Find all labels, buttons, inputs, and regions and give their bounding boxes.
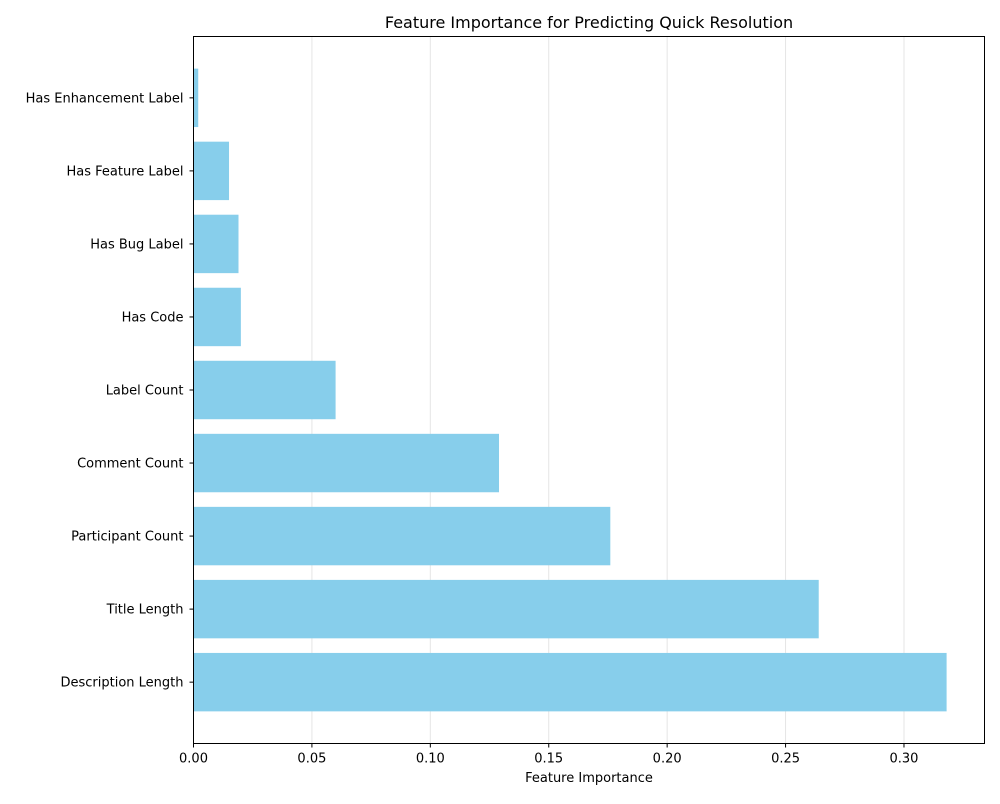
bar [193, 360, 336, 420]
x-axis-title: Feature Importance [525, 771, 653, 786]
bar [193, 433, 500, 493]
bar [193, 579, 819, 639]
y-tick-label: Label Count [106, 384, 184, 399]
x-tick-label: 0.05 [297, 752, 326, 767]
x-tick-label: 0.10 [416, 752, 445, 767]
y-tick-label: Has Bug Label [90, 237, 183, 252]
bar [193, 214, 239, 274]
x-tick-label: 0.30 [890, 752, 919, 767]
grid-lines [193, 36, 905, 744]
bar [193, 506, 611, 566]
x-axis-ticks: 0.00 0.05 0.10 0.15 0.20 0.25 0.30 [179, 743, 919, 767]
x-tick-label: 0.15 [534, 752, 563, 767]
y-tick-label: Has Enhancement Label [26, 91, 184, 106]
y-axis-ticks: Description Length Title Length Participan… [26, 91, 194, 691]
y-tick-label: Has Feature Label [67, 164, 184, 179]
bars [193, 68, 947, 712]
bar [193, 141, 230, 201]
x-tick-label: 0.25 [771, 752, 800, 767]
bar [193, 652, 947, 712]
x-tick-label: 0.20 [653, 752, 682, 767]
y-tick-label: Title Length [106, 603, 184, 618]
y-tick-label: Comment Count [77, 457, 183, 472]
bar [193, 287, 241, 347]
bar [193, 68, 199, 128]
y-tick-label: Has Code [122, 310, 184, 325]
y-tick-label: Participant Count [71, 530, 183, 545]
y-tick-label: Description Length [60, 676, 183, 691]
chart-title: Feature Importance for Predicting Quick … [385, 13, 793, 32]
x-tick-label: 0.00 [179, 752, 208, 767]
